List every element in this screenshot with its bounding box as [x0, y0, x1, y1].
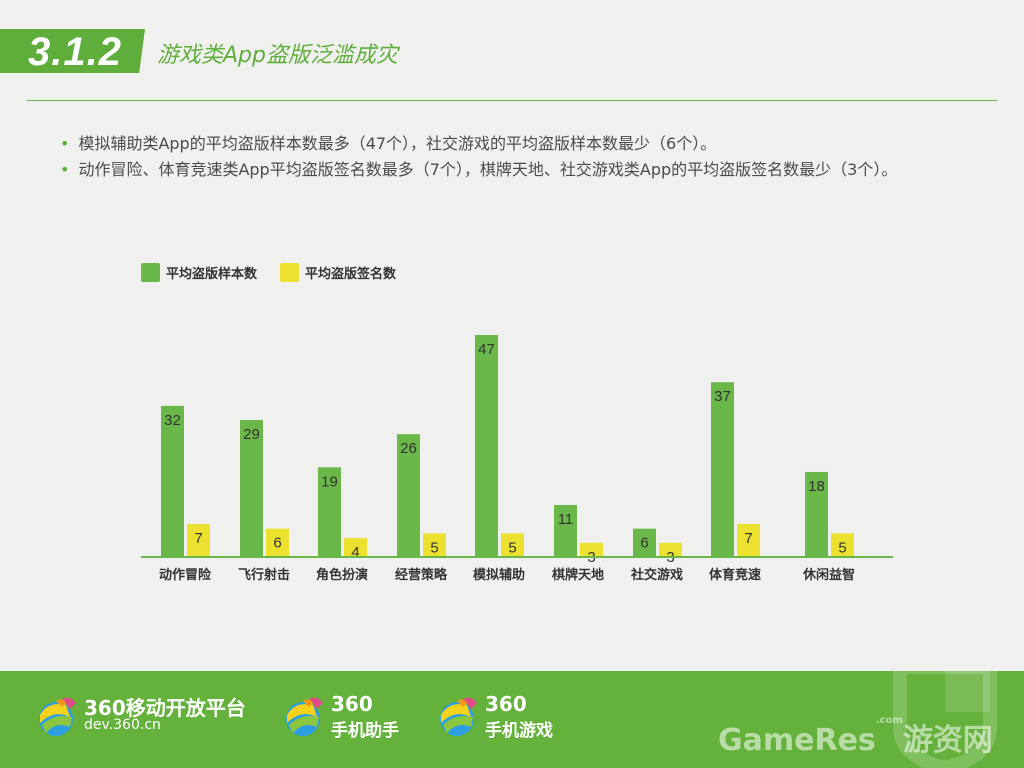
category-label: 角色扮演 [316, 567, 368, 583]
section-number-tag [0, 29, 145, 73]
watermark-sub: .com [875, 715, 903, 726]
bar-signatures [501, 533, 524, 557]
watermark-main: GameRes [718, 723, 876, 758]
category-label: 动作冒险 [159, 567, 212, 583]
bar-chart: 327动作冒险296飞行射击194角色扮演265经营策略475模拟辅助113棋牌… [141, 335, 893, 583]
category-label: 社交游戏 [630, 567, 683, 583]
data-label: 29 [243, 426, 260, 443]
brand-product: 手机游戏 [485, 721, 553, 741]
bullet-dot-icon: • [60, 160, 70, 179]
bar-samples [240, 420, 263, 557]
bar-samples [161, 405, 184, 557]
watermark-text: GameRes.com游资网 [718, 715, 993, 759]
bar-signatures [423, 533, 446, 557]
legend-swatch-yellow [280, 263, 299, 282]
data-label: 6 [273, 535, 281, 552]
data-label: 11 [558, 511, 574, 528]
bar-samples [475, 335, 498, 557]
watermark-cn: 游资网 [902, 723, 993, 758]
bar-signatures [737, 523, 760, 557]
header-divider [27, 100, 997, 101]
brand-url: dev.360.cn [84, 717, 161, 733]
brand-name: 360 [485, 692, 527, 716]
bar-samples [554, 505, 577, 557]
data-label: 6 [640, 535, 648, 552]
category-label: 体育竞速 [709, 567, 761, 583]
bar-signatures [659, 542, 682, 557]
data-label: 37 [714, 388, 731, 405]
brand-name: 360移动开放平台 [84, 696, 246, 720]
data-label: 4 [351, 544, 359, 561]
legend-swatch-green [141, 263, 160, 282]
summary-bullets: • 模拟辅助类App的平均盗版样本数最多（47个），社交游戏的平均盗版样本数最少（… [60, 131, 897, 183]
data-label: 19 [321, 473, 338, 490]
bullet-item: • 模拟辅助类App的平均盗版样本数最多（47个），社交游戏的平均盗版样本数最少（… [60, 131, 897, 157]
data-label: 7 [194, 530, 202, 547]
data-label: 7 [744, 530, 752, 547]
bar-samples [318, 467, 341, 557]
360-ball-logo-icon [440, 697, 477, 736]
bar-samples [711, 382, 734, 557]
data-label: 26 [400, 440, 417, 457]
section-number: 3.1.2 [28, 30, 122, 74]
legend-label: 平均盗版签名数 [305, 267, 397, 282]
data-label: 32 [164, 412, 181, 429]
bar-samples [805, 471, 828, 557]
bar-signatures [187, 523, 210, 557]
bar-signatures [344, 538, 367, 557]
footer-bar: 360移动开放平台 dev.360.cn 360 手机助手 360 手机游戏 G… [0, 671, 1024, 768]
brand-name: 360 [331, 692, 373, 716]
360-ball-logo-icon [39, 697, 76, 736]
brand-product: 手机助手 [331, 721, 399, 741]
data-label: 47 [478, 341, 495, 358]
bar-signatures [266, 528, 289, 557]
bar-signatures [831, 533, 854, 557]
bar-signatures [580, 542, 603, 557]
360-ball-logo-icon [286, 697, 323, 736]
data-label: 5 [838, 539, 846, 556]
data-label: 18 [808, 478, 825, 495]
bullet-item: • 动作冒险、体育竞速类App平均盗版签名数最多（7个），棋牌天地、社交游戏类Ap… [60, 157, 897, 183]
page-title: 游戏类App盗版泛滥成灾 [157, 43, 398, 68]
legend-label: 平均盗版样本数 [166, 267, 258, 282]
category-label: 模拟辅助 [473, 567, 525, 583]
bar-samples [397, 434, 420, 557]
category-label: 棋牌天地 [551, 567, 604, 583]
bar-samples [633, 528, 656, 557]
bullet-text: 动作冒险、体育竞速类App平均盗版签名数最多（7个），棋牌天地、社交游戏类App… [78, 160, 898, 179]
category-label: 飞行射击 [238, 567, 290, 583]
bullet-text: 模拟辅助类App的平均盗版样本数最多（47个），社交游戏的平均盗版样本数最少（6… [78, 134, 717, 153]
legend-item-samples: 平均盗版样本数 [141, 263, 257, 282]
category-label: 休闲益智 [802, 567, 855, 583]
legend-item-signatures: 平均盗版签名数 [280, 263, 396, 282]
bullet-dot-icon: • [60, 134, 70, 153]
data-label: 5 [508, 539, 516, 556]
data-label: 5 [430, 539, 438, 556]
category-label: 经营策略 [395, 567, 448, 583]
